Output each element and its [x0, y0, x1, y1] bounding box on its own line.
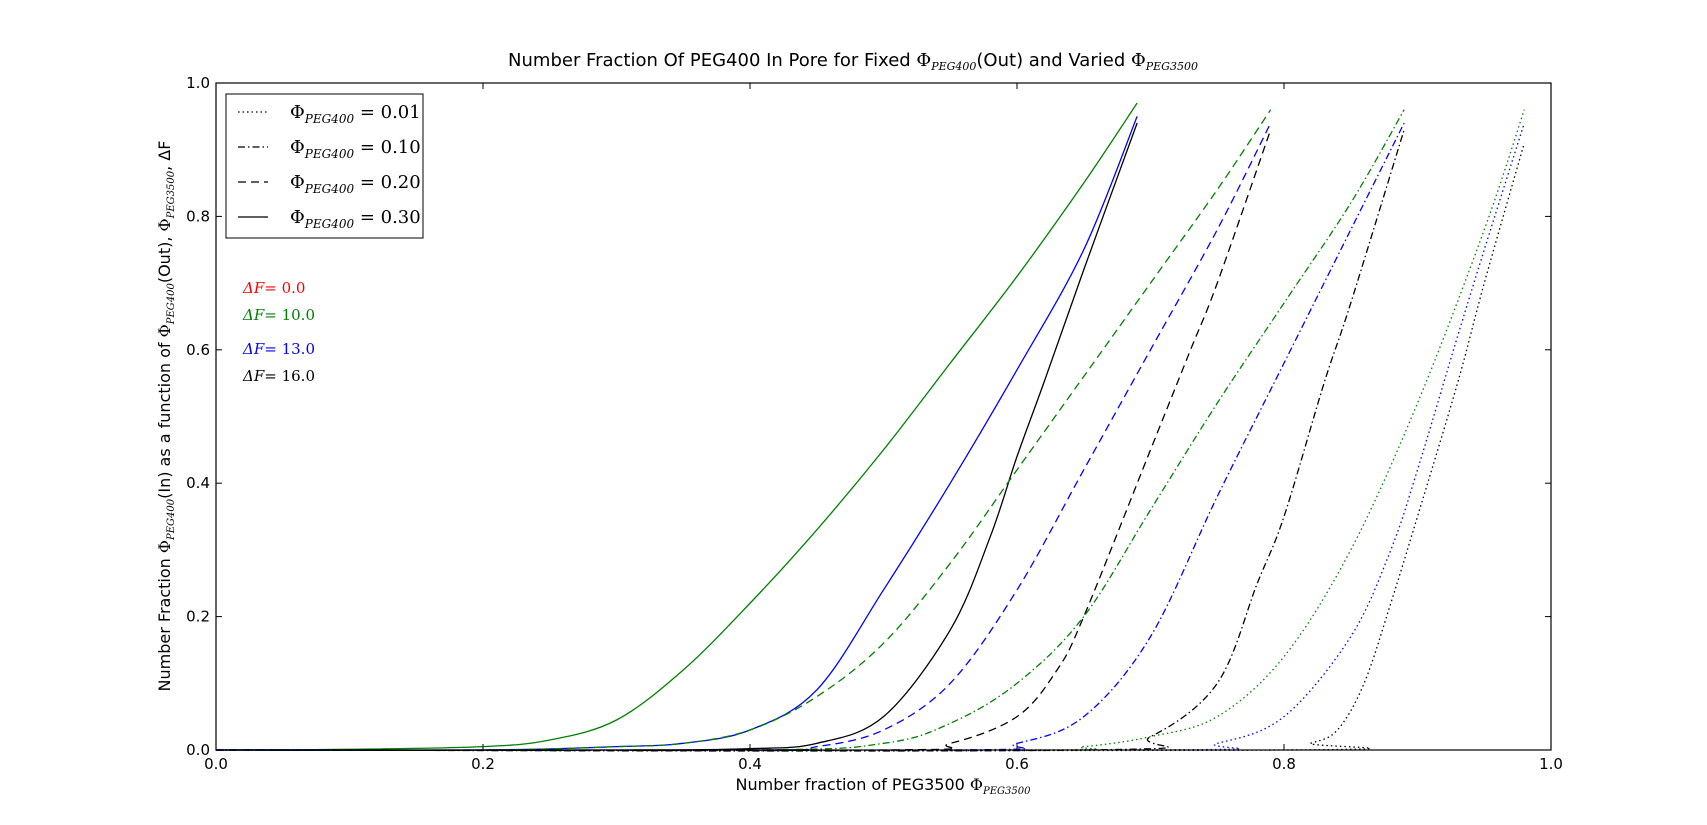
- series-line-dashed-phi0.2-dF10: [215, 109, 1272, 751]
- y-tick-label: 0.8: [186, 207, 210, 225]
- y-tick-label: 1.0: [186, 74, 210, 92]
- delta-f-annotation-1: ΔF= 10.0: [242, 306, 315, 324]
- x-tick-label: 1.0: [1539, 755, 1563, 773]
- series-line-dotted-phi0.01-dF13: [215, 122, 1525, 752]
- annotations: ΔF= 0.0 ΔF= 10.0 ΔF= 13.0 ΔF= 16.0: [242, 279, 315, 385]
- delta-f-annotation-3: ΔF= 16.0: [242, 367, 315, 385]
- chart-title: Number Fraction Of PEG400 In Pore for Fi…: [508, 50, 1198, 73]
- plot-frame: [215, 82, 1552, 751]
- legend-label-dashdot: ΦPEG400 = 0.10: [290, 137, 421, 161]
- series-line-solid-phi0.3-dF10: [215, 102, 1138, 751]
- legend-box: [225, 93, 424, 239]
- legend: ΦPEG400 = 0.01 ΦPEG400 = 0.10 ΦPEG400 = 0.…: [225, 93, 424, 239]
- x-tick-label: 0.4: [738, 755, 762, 773]
- x-tick-label: 0.2: [471, 755, 495, 773]
- y-tick-label: 0.6: [186, 341, 210, 359]
- delta-f-annotation-0: ΔF= 0.0: [242, 279, 305, 297]
- y-axis-title: Number Fraction ΦPEG400(In) as a functio…: [155, 141, 177, 692]
- tick-layer: 0.0 0.2 0.4 0.6 0.8 1.0 0.0 0.2 0.4 0.6 0.8 1.0: [186, 74, 1563, 773]
- y-tick-label: 0.0: [186, 741, 210, 759]
- x-tick-label: 0.6: [1005, 755, 1029, 773]
- legend-label-solid: ΦPEG400 = 0.30: [290, 207, 421, 231]
- series-line-dotted-phi0.01-dF10: [215, 109, 1525, 751]
- x-tick-label: 0.0: [204, 755, 228, 773]
- legend-label-dotted: ΦPEG400 = 0.01: [290, 102, 421, 126]
- y-tick-label: 0.4: [186, 474, 210, 492]
- x-axis-title: Number fraction of PEG3500 ΦPEG3500: [736, 775, 1032, 797]
- series-line-dashdot-phi0.1-dF16: [215, 129, 1405, 752]
- delta-f-annotation-2: ΔF= 13.0: [242, 340, 315, 358]
- legend-label-dashed: ΦPEG400 = 0.20: [290, 172, 421, 196]
- x-tick-label: 0.8: [1272, 755, 1296, 773]
- y-tick-label: 0.2: [186, 608, 210, 626]
